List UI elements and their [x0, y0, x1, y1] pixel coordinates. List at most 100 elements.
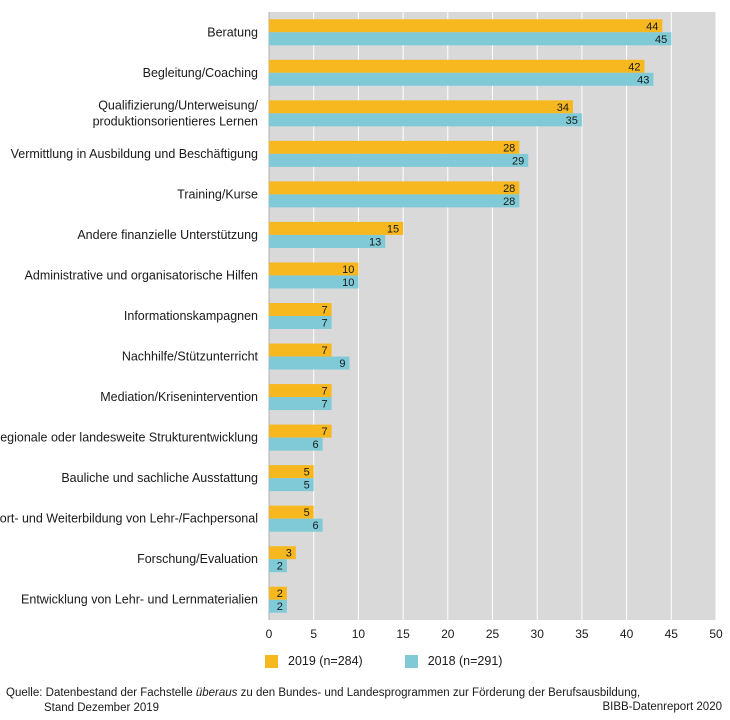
bar: [269, 316, 332, 329]
bar: [269, 194, 520, 208]
bar: [269, 465, 314, 479]
category-label: Regionale oder landesweite Strukturentwi…: [0, 431, 258, 445]
category-label: Vermittlung in Ausbildung und Beschäftig…: [11, 147, 258, 161]
data-label: 6: [313, 439, 319, 451]
data-label: 44: [646, 21, 658, 33]
category-label: Beratung: [207, 25, 258, 39]
bar: [269, 397, 332, 411]
data-label: 9: [339, 358, 345, 370]
x-tick-label: 10: [352, 627, 366, 641]
legend-item-2019: 2019 (n=284): [265, 654, 363, 668]
data-label: 3: [286, 548, 292, 560]
bar: [269, 505, 314, 519]
data-label: 7: [321, 399, 327, 411]
x-tick-label: 45: [665, 627, 679, 641]
data-label: 6: [313, 520, 319, 532]
bar-chart: 4445Beratung4243Begleitung/Coaching3435Q…: [0, 12, 723, 641]
bar: [269, 275, 359, 289]
bar: [269, 59, 645, 73]
data-label: 7: [321, 386, 327, 398]
x-tick-label: 0: [266, 627, 273, 641]
category-label: Entwicklung von Lehr- und Lernmaterialie…: [21, 593, 258, 607]
data-label: 7: [321, 318, 327, 330]
bar: [269, 72, 654, 86]
category-label: Nachhilfe/Stützunterricht: [122, 350, 259, 364]
x-tick-label: 25: [486, 627, 500, 641]
credit: BIBB-Datenreport 2020: [602, 701, 722, 713]
bar: [269, 437, 323, 451]
source-line1: Datenbestand der Fachstelle überaus zu d…: [45, 687, 641, 699]
bar: [269, 19, 663, 33]
bar: [269, 424, 332, 438]
data-label: 2: [277, 601, 283, 613]
bar: [269, 546, 296, 560]
legend-label-2018: 2018 (n=291): [427, 654, 503, 668]
x-tick-label: 40: [620, 627, 634, 641]
data-label: 7: [321, 426, 327, 438]
bar: [269, 586, 287, 600]
x-tick-label: 30: [531, 627, 545, 641]
data-label: 29: [512, 155, 524, 167]
category-label: Informationskampagnen: [124, 309, 258, 323]
category-label: produktionsorientieres Lernen: [93, 114, 258, 128]
category-label: Fort- und Weiterbildung von Lehr-/Fachpe…: [0, 512, 258, 526]
category-label: Mediation/Krisenintervention: [100, 390, 258, 404]
legend-swatch-2019: [265, 654, 278, 668]
bar: [269, 303, 332, 316]
data-label: 35: [566, 115, 578, 127]
x-tick-label: 15: [396, 627, 410, 641]
data-label: 28: [503, 142, 515, 154]
bar: [269, 343, 332, 357]
data-label: 42: [628, 61, 640, 73]
legend-label-2019: 2019 (n=284): [288, 654, 363, 668]
data-label: 7: [321, 345, 327, 357]
data-label: 28: [503, 183, 515, 195]
data-label: 5: [304, 480, 310, 492]
bar: [269, 478, 314, 492]
data-label: 28: [503, 196, 515, 208]
category-label: Forschung/Evaluation: [137, 552, 258, 566]
category-label: Andere finanzielle Unterstützung: [77, 228, 258, 242]
bar: [269, 221, 404, 235]
bar: [269, 599, 287, 613]
x-tick-label: 5: [310, 627, 317, 641]
bar: [269, 234, 386, 248]
data-label: 43: [637, 74, 649, 86]
data-label: 7: [321, 305, 327, 317]
bar: [269, 100, 573, 114]
data-label: 5: [304, 467, 310, 479]
data-label: 13: [369, 236, 381, 248]
bar: [269, 262, 359, 276]
bar: [269, 559, 287, 573]
data-label: 34: [557, 102, 569, 114]
data-label: 15: [387, 223, 399, 235]
legend: 2019 (n=284) 2018 (n=291): [265, 654, 502, 668]
data-label: 5: [304, 507, 310, 519]
data-label: 45: [655, 34, 667, 46]
bar: [269, 140, 520, 154]
category-label: Training/Kurse: [177, 187, 258, 201]
x-tick-label: 35: [575, 627, 589, 641]
x-tick-label: 20: [441, 627, 455, 641]
bar: [269, 356, 350, 370]
bar: [269, 153, 529, 167]
data-label: 10: [342, 277, 354, 289]
source-line2: Stand Dezember 2019: [44, 702, 160, 714]
bar: [269, 384, 332, 398]
bar: [269, 518, 323, 532]
category-label: Qualifizierung/Unterweisung/: [98, 98, 258, 112]
legend-swatch-2018: [404, 654, 418, 668]
bar: [269, 181, 520, 195]
legend-item-2018: 2018 (n=291): [404, 654, 503, 668]
source-prefix: Quelle:: [6, 687, 43, 699]
category-label: Bauliche und sachliche Ausstattung: [61, 471, 258, 485]
data-label: 10: [342, 264, 354, 276]
bar: [269, 32, 672, 46]
bar: [269, 113, 582, 127]
source-note: Quelle: Datenbestand der Fachstelle über…: [6, 686, 640, 716]
data-label: 2: [277, 588, 283, 600]
data-label: 2: [277, 561, 283, 573]
category-label: Begleitung/Coaching: [143, 66, 258, 80]
x-tick-label: 50: [709, 627, 723, 641]
category-label: Administrative und organisatorische Hilf…: [25, 268, 258, 282]
